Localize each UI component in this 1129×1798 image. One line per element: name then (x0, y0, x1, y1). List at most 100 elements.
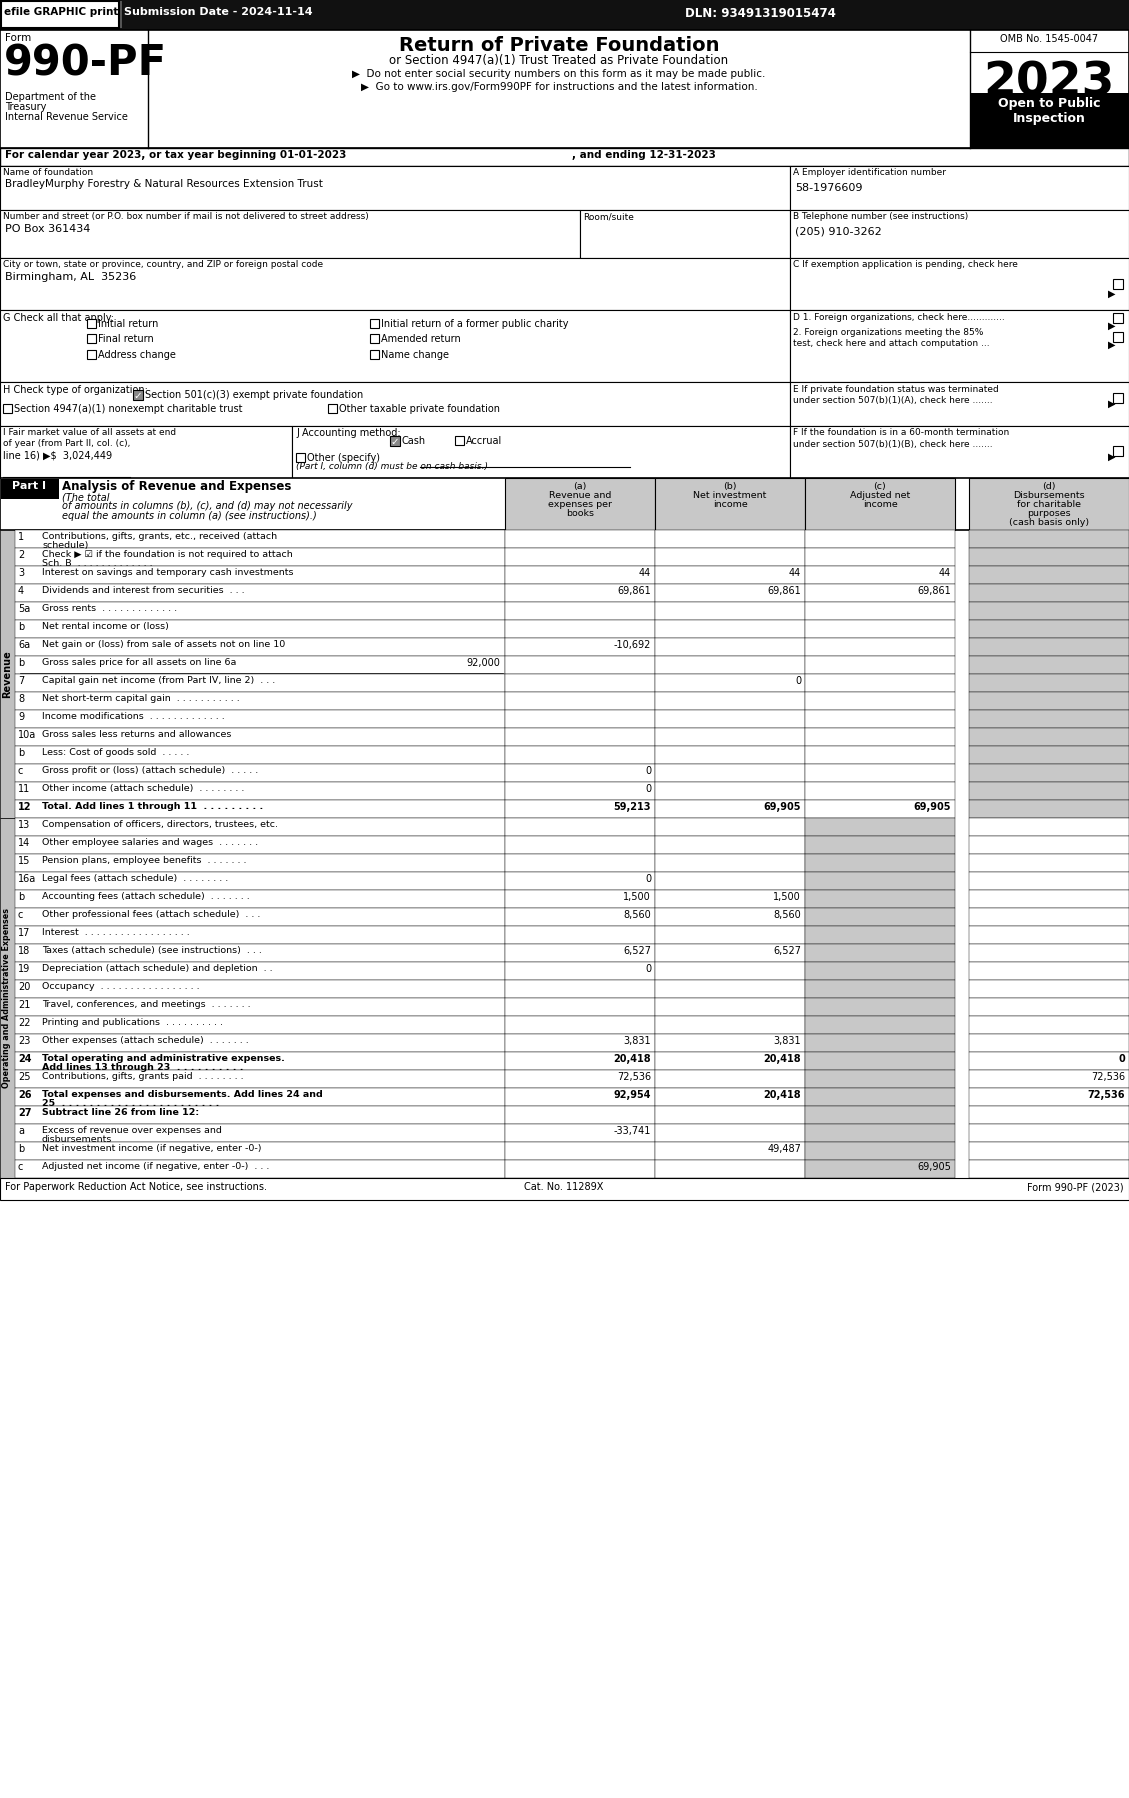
Text: (205) 910-3262: (205) 910-3262 (795, 227, 882, 237)
Text: E If private foundation status was terminated: E If private foundation status was termi… (793, 385, 999, 394)
Text: 27: 27 (18, 1108, 32, 1118)
Bar (805, 1016, 955, 1034)
Text: b: b (18, 622, 24, 633)
Bar (805, 1034, 955, 1052)
Text: Legal fees (attach schedule)  . . . . . . . .: Legal fees (attach schedule) . . . . . .… (42, 874, 228, 883)
Text: Net gain or (loss) from sale of assets not on line 10: Net gain or (loss) from sale of assets n… (42, 640, 286, 649)
Bar (15, 782, 505, 800)
Text: Dividends and interest from securities  . . .: Dividends and interest from securities .… (42, 586, 245, 595)
Text: ▶: ▶ (1108, 399, 1115, 408)
Bar (969, 908, 1129, 926)
Text: 18: 18 (18, 946, 30, 957)
Text: 0: 0 (795, 676, 800, 687)
Text: books: books (566, 509, 594, 518)
Text: 20: 20 (18, 982, 30, 992)
Bar (805, 692, 955, 710)
Bar (15, 638, 505, 656)
Bar (655, 782, 805, 800)
Bar (805, 836, 955, 854)
Bar (655, 478, 805, 530)
Text: Gross sales price for all assets on line 6a: Gross sales price for all assets on line… (42, 658, 236, 667)
Bar (805, 548, 955, 566)
Bar (15, 692, 505, 710)
Bar (15, 548, 505, 566)
Text: For calendar year 2023, or tax year beginning 01-01-2023: For calendar year 2023, or tax year begi… (5, 149, 347, 160)
Bar (505, 818, 655, 836)
Bar (805, 1088, 955, 1106)
Text: 6,527: 6,527 (773, 946, 800, 957)
Bar (805, 674, 955, 692)
Text: 25  . . . . . . . . . . . . . . . . . . . . . . .: 25 . . . . . . . . . . . . . . . . . . .… (42, 1099, 219, 1108)
Text: PO Box 361434: PO Box 361434 (5, 225, 90, 234)
Bar (505, 602, 655, 620)
Text: ▶  Do not enter social security numbers on this form as it may be made public.: ▶ Do not enter social security numbers o… (352, 68, 765, 79)
Bar (505, 872, 655, 890)
Bar (505, 530, 655, 548)
Text: schedule): schedule) (42, 541, 88, 550)
Bar (370, 351, 379, 360)
Bar (505, 1088, 655, 1106)
Text: 69,905: 69,905 (917, 1162, 951, 1172)
Bar (805, 1052, 955, 1070)
Bar (805, 764, 955, 782)
Bar (370, 334, 379, 343)
Text: 25: 25 (18, 1072, 30, 1082)
Bar (120, 2, 122, 29)
Bar (655, 674, 805, 692)
Bar (655, 530, 805, 548)
Bar (15, 854, 505, 872)
Bar (505, 836, 655, 854)
Text: 69,861: 69,861 (618, 586, 651, 595)
Text: I Fair market value of all assets at end: I Fair market value of all assets at end (3, 428, 176, 437)
Bar (15, 818, 505, 836)
Bar (15, 674, 505, 692)
Text: 72,536: 72,536 (616, 1072, 651, 1082)
Text: 15: 15 (18, 856, 30, 867)
Bar (0, 381, 790, 426)
Text: Gross profit or (loss) (attach schedule)  . . . . .: Gross profit or (loss) (attach schedule)… (42, 766, 259, 775)
Bar (655, 620, 805, 638)
Bar (15, 620, 505, 638)
Bar (505, 1070, 655, 1088)
Bar (505, 998, 655, 1016)
Text: 1,500: 1,500 (773, 892, 800, 903)
Text: 990-PF: 990-PF (5, 41, 167, 85)
Text: Department of the: Department of the (5, 92, 96, 102)
Text: ▶: ▶ (1108, 451, 1115, 462)
Bar (790, 257, 1129, 309)
Text: Form 990-PF (2023): Form 990-PF (2023) (1027, 1181, 1124, 1192)
Bar (0, 426, 292, 478)
Bar (969, 890, 1129, 908)
Text: Other income (attach schedule)  . . . . . . . .: Other income (attach schedule) . . . . .… (42, 784, 244, 793)
Bar (969, 548, 1129, 566)
Text: 12: 12 (18, 802, 32, 813)
Text: Total operating and administrative expenses.: Total operating and administrative expen… (42, 1054, 285, 1063)
Bar (969, 566, 1129, 584)
Bar (969, 980, 1129, 998)
Text: G Check all that apply:: G Check all that apply: (3, 313, 114, 324)
Text: test, check here and attach computation ...: test, check here and attach computation … (793, 340, 990, 349)
Text: Section 4947(a)(1) nonexempt charitable trust: Section 4947(a)(1) nonexempt charitable … (14, 405, 243, 414)
Bar (655, 728, 805, 746)
Bar (805, 962, 955, 980)
Bar (15, 944, 505, 962)
Text: 44: 44 (789, 568, 800, 577)
Bar (505, 1160, 655, 1178)
Text: 19: 19 (18, 964, 30, 975)
Text: Contributions, gifts, grants paid  . . . . . . . .: Contributions, gifts, grants paid . . . … (42, 1072, 244, 1081)
Bar (969, 674, 1129, 692)
Bar (805, 710, 955, 728)
Bar (505, 638, 655, 656)
Text: Net investment: Net investment (693, 491, 767, 500)
Bar (969, 530, 1129, 548)
Text: Name change: Name change (380, 351, 449, 360)
Bar (370, 318, 379, 327)
Text: City or town, state or province, country, and ZIP or foreign postal code: City or town, state or province, country… (3, 261, 323, 270)
Text: 92,954: 92,954 (613, 1090, 651, 1100)
Bar (292, 426, 790, 478)
Bar (15, 710, 505, 728)
Bar (505, 728, 655, 746)
Bar (655, 584, 805, 602)
Text: 0: 0 (645, 964, 651, 975)
Bar (15, 998, 505, 1016)
